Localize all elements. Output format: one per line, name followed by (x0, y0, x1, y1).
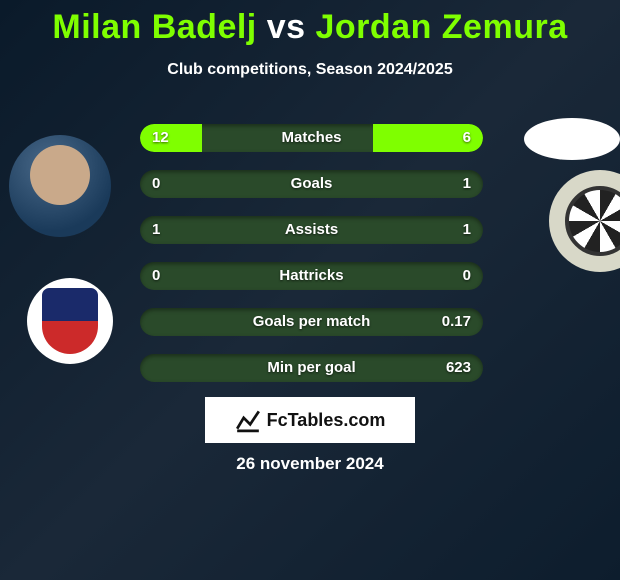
stat-bar: 0Hattricks0 (140, 262, 483, 290)
date-text: 26 november 2024 (0, 454, 620, 474)
stat-label: Hattricks (140, 262, 483, 290)
player1-name: Milan Badelj (52, 8, 256, 46)
stat-value-right: 623 (446, 354, 471, 382)
stat-bar: Min per goal623 (140, 354, 483, 382)
page-title: Milan Badelj vs Jordan Zemura (0, 0, 620, 47)
shield-icon (42, 288, 98, 354)
stat-bar: Goals per match0.17 (140, 308, 483, 336)
stat-value-right: 6 (463, 124, 471, 152)
stat-label: Matches (140, 124, 483, 152)
stat-bars: 12Matches60Goals11Assists10Hattricks0Goa… (140, 124, 483, 400)
stat-value-right: 1 (463, 216, 471, 244)
vs-text: vs (267, 8, 306, 46)
player2-name: Jordan Zemura (315, 8, 567, 46)
player2-club-badge (549, 170, 620, 272)
chart-icon (235, 407, 261, 433)
player1-avatar (9, 135, 111, 237)
brand-text: FcTables.com (267, 410, 386, 431)
stat-label: Assists (140, 216, 483, 244)
player2-avatar (524, 118, 620, 160)
subtitle: Club competitions, Season 2024/2025 (0, 61, 620, 79)
stat-value-right: 0 (463, 262, 471, 290)
stat-bar: 12Matches6 (140, 124, 483, 152)
club-logo-icon (565, 186, 620, 256)
stat-value-right: 0.17 (442, 308, 471, 336)
player1-club-badge (27, 278, 113, 364)
stat-bar: 1Assists1 (140, 216, 483, 244)
stat-label: Min per goal (140, 354, 483, 382)
stat-value-right: 1 (463, 170, 471, 198)
stat-bar: 0Goals1 (140, 170, 483, 198)
stat-label: Goals per match (140, 308, 483, 336)
stat-label: Goals (140, 170, 483, 198)
brand-badge: FcTables.com (205, 397, 415, 443)
